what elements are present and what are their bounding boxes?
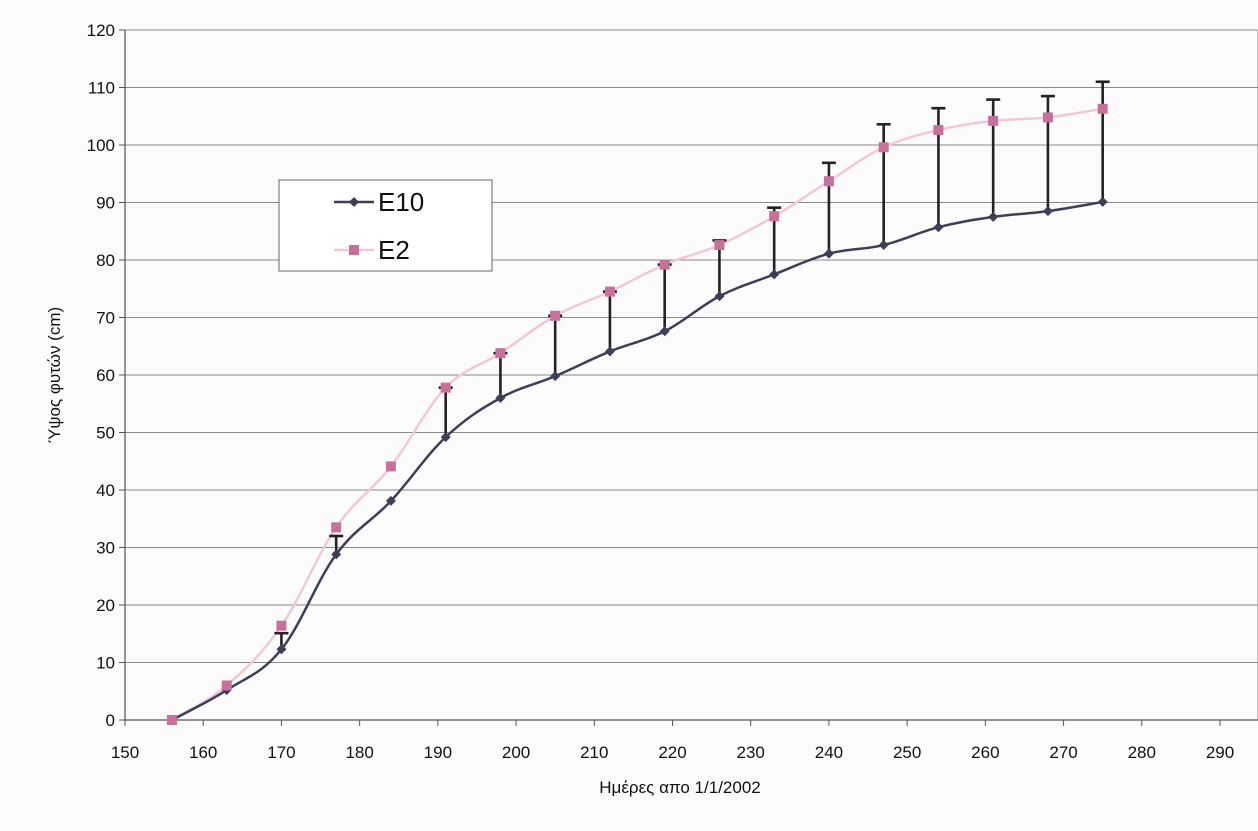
y-tick-label: 100	[87, 136, 115, 155]
y-tick-label: 40	[96, 481, 115, 500]
legend: E10 E2	[278, 179, 493, 272]
y-tick-label: 20	[96, 596, 115, 615]
y-tick-label: 120	[87, 21, 115, 40]
y-tick-label: 50	[96, 424, 115, 443]
legend-label: E10	[378, 187, 424, 217]
point-e2	[166, 715, 177, 725]
legend-label: E2	[378, 235, 410, 265]
point-e10	[495, 393, 506, 403]
y-tick-label: 80	[96, 251, 115, 270]
point-e10	[823, 248, 834, 259]
point-e10	[604, 346, 615, 357]
point-e2	[385, 461, 396, 472]
y-tick-label: 30	[96, 539, 115, 558]
point-e2	[331, 522, 342, 533]
point-e2	[823, 176, 834, 187]
point-e2	[878, 142, 889, 153]
x-tick-label: 180	[345, 743, 373, 762]
y-tick-label: 10	[96, 654, 115, 673]
point-e2	[495, 348, 506, 359]
axes	[119, 29, 1258, 726]
y-tick-label: 60	[96, 366, 115, 385]
y-tick-label: 0	[106, 711, 115, 730]
point-e10	[1042, 206, 1053, 217]
x-tick-label: 210	[580, 743, 608, 762]
x-tick-label: 260	[971, 743, 999, 762]
legend-marker	[349, 245, 359, 255]
x-tick-label: 220	[658, 743, 686, 762]
x-tick-label: 150	[111, 743, 139, 762]
legend-marker	[349, 197, 359, 207]
point-e10	[988, 211, 999, 222]
tick-labels: 0 10 20 30 40 50 60 70 80 90 100 110 120 150 160 170 180…	[87, 21, 1235, 762]
point-e2	[1042, 112, 1053, 123]
x-tick-label: 190	[424, 743, 452, 762]
point-e10	[331, 549, 342, 560]
point-e2	[988, 115, 999, 126]
point-e2	[933, 125, 944, 136]
point-e2	[221, 680, 232, 691]
point-e2	[659, 259, 670, 270]
point-e2	[769, 211, 780, 222]
point-e10	[1097, 196, 1108, 207]
y-axis-title: Ύψος φυτών (cm)	[45, 307, 64, 443]
x-tick-label: 160	[189, 743, 217, 762]
x-tick-label: 240	[815, 743, 843, 762]
y-tick-label: 70	[96, 309, 115, 328]
point-e10	[769, 269, 780, 280]
x-tick-label: 230	[737, 743, 765, 762]
x-tick-label: 280	[1128, 743, 1156, 762]
x-tick-label: 200	[502, 743, 530, 762]
x-tick-label: 270	[1049, 743, 1077, 762]
point-e10	[878, 240, 889, 251]
point-e10	[659, 326, 670, 337]
y-tick-label: 110	[88, 79, 115, 98]
point-e10	[440, 432, 451, 443]
x-tick-label: 170	[267, 743, 295, 762]
point-e2	[604, 286, 615, 297]
x-tick-label: 250	[893, 743, 921, 762]
x-axis-title: Ημέρες απο 1/1/2002	[599, 778, 760, 797]
point-e10	[276, 644, 287, 655]
legend-box	[278, 179, 493, 272]
point-e2	[440, 382, 451, 393]
point-e10	[933, 222, 944, 233]
point-e2	[714, 240, 725, 251]
point-e2	[550, 310, 561, 321]
x-tick-label: 290	[1206, 743, 1234, 762]
point-e2	[276, 620, 287, 631]
y-tick-label: 90	[96, 194, 115, 213]
point-e10	[714, 291, 725, 302]
series-layer	[166, 80, 1110, 725]
point-e10	[385, 495, 396, 506]
point-e10	[550, 371, 561, 382]
point-e2	[1097, 103, 1108, 114]
